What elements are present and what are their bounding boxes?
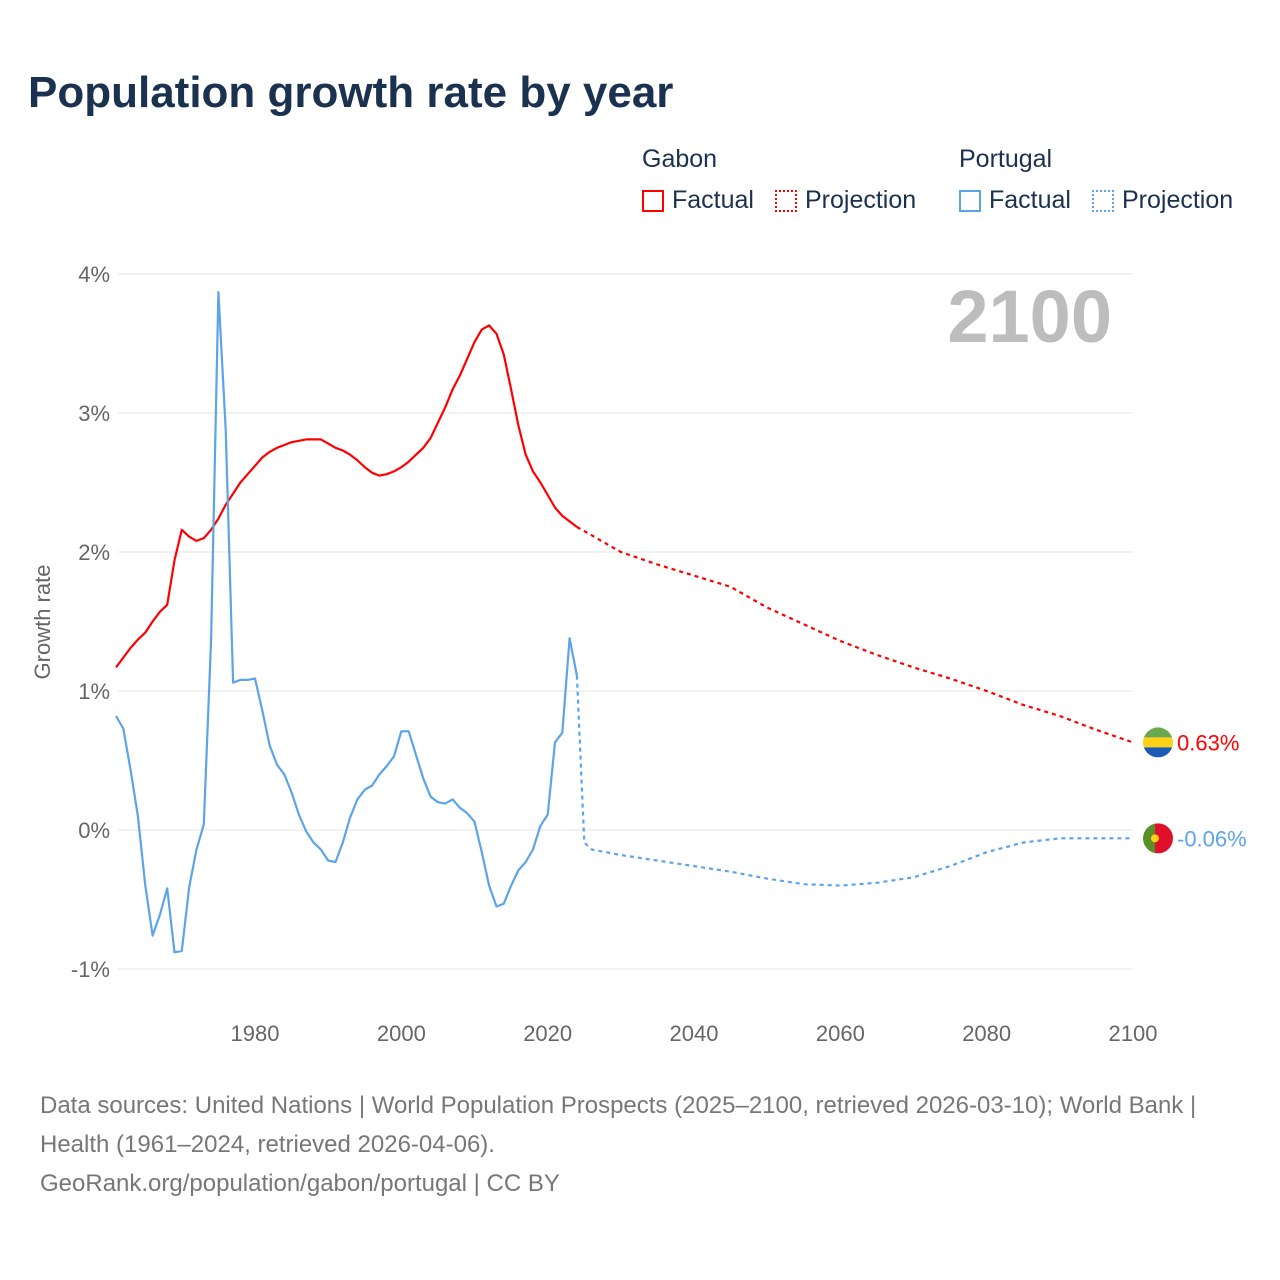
y-axis-label: Growth rate	[30, 565, 55, 680]
x-tick-label: 2060	[816, 1021, 865, 1046]
legend-label: Factual	[989, 186, 1071, 214]
y-tick-label: 4%	[78, 262, 110, 287]
portugal-flag-icon	[1143, 823, 1173, 854]
end-value-label-portugal: -0.06%	[1177, 826, 1247, 851]
legend-swatch-solid	[642, 189, 664, 212]
y-tick-label: 2%	[78, 540, 110, 565]
legend-swatch-solid	[959, 189, 981, 212]
y-tick-label: -1%	[71, 957, 110, 982]
x-tick-label: 1980	[231, 1021, 280, 1046]
x-tick-label: 2100	[1109, 1021, 1158, 1046]
legend-portugal-factual[interactable]: Factual	[959, 186, 1071, 215]
legend-label: Factual	[672, 186, 754, 214]
legend-group-portugal: Portugal	[959, 145, 1053, 173]
x-tick-label: 2020	[523, 1021, 572, 1046]
y-tick-label: 0%	[78, 818, 110, 843]
legend-label: Projection	[805, 186, 917, 214]
current-year-label: 2100	[947, 275, 1112, 358]
legend-gabon-projection[interactable]: Projection	[775, 186, 916, 215]
legend-swatch-dotted	[775, 189, 797, 212]
data-sources: Data sources: United Nations | World Pop…	[40, 1092, 1197, 1158]
series-gabon-factual	[115, 324, 578, 669]
legend-gabon-factual[interactable]: Factual	[642, 186, 754, 215]
legend-portugal-projection[interactable]: Projection	[1092, 186, 1233, 215]
series-portugal-factual	[115, 291, 578, 954]
end-value-label-gabon: 0.63%	[1177, 730, 1239, 755]
legend-label: Projection	[1122, 186, 1234, 214]
series-portugal-projection	[575, 675, 1133, 887]
legend-swatch-dotted	[1092, 189, 1114, 212]
source-link[interactable]: GeoRank.org/population/gabon/portugal | …	[40, 1170, 560, 1197]
x-tick-label: 2000	[377, 1021, 426, 1046]
y-tick-label: 3%	[78, 401, 110, 426]
chart-title: Population growth rate by year	[28, 68, 674, 117]
legend-group-gabon: Gabon	[642, 145, 718, 173]
x-tick-label: 2080	[962, 1021, 1011, 1046]
series-gabon-projection	[576, 526, 1134, 744]
x-tick-label: 2040	[670, 1021, 719, 1046]
gabon-flag-icon	[1143, 727, 1173, 758]
y-tick-label: 1%	[78, 679, 110, 704]
